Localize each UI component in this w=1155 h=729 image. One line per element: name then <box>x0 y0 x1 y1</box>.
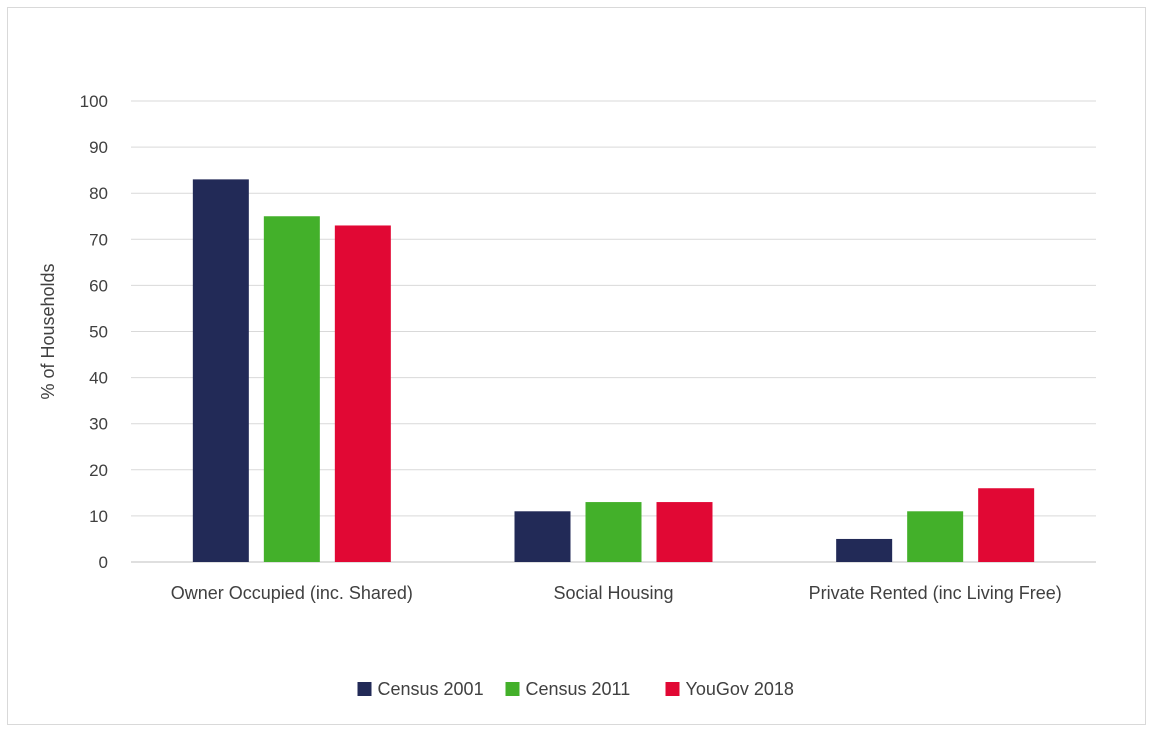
legend-label: YouGov 2018 <box>686 679 794 699</box>
bar-census-2001-2 <box>836 538 893 562</box>
x-category-label: Owner Occupied (inc. Shared) <box>171 583 413 603</box>
legend: Census 2001 Census 2011 YouGov 2018 <box>357 679 794 699</box>
y-tick-label: 30 <box>89 415 108 434</box>
x-category-label: Private Rented (inc Living Free) <box>809 583 1062 603</box>
legend-swatch <box>357 682 372 696</box>
bar-census-2001-1 <box>514 511 571 562</box>
y-tick-label: 100 <box>80 92 108 111</box>
y-tick-label: 50 <box>89 323 108 342</box>
y-tick-label: 90 <box>89 138 108 157</box>
bars <box>192 179 1035 562</box>
bar-census-2011-0 <box>263 216 320 562</box>
legend-swatch <box>505 682 520 696</box>
bar-yougov-2018-2 <box>978 488 1035 562</box>
legend-swatch <box>665 682 680 696</box>
legend-label: Census 2001 <box>378 679 484 699</box>
legend-label: Census 2011 <box>526 679 631 699</box>
bar-census-2011-2 <box>907 511 964 562</box>
x-axis-categories: Owner Occupied (inc. Shared) Social Housi… <box>171 583 1062 603</box>
bar-yougov-2018-1 <box>656 502 713 562</box>
y-tick-label: 20 <box>89 461 108 480</box>
bar-census-2001-0 <box>192 179 249 562</box>
y-tick-label: 80 <box>89 184 108 203</box>
bar-yougov-2018-0 <box>334 225 391 562</box>
y-axis-ticks: 0 10 20 30 40 50 60 70 80 90 100 <box>80 92 108 572</box>
y-tick-label: 60 <box>89 276 108 295</box>
y-tick-label: 70 <box>89 230 108 249</box>
x-category-label: Social Housing <box>553 583 673 603</box>
y-axis-title: % of Households <box>38 263 58 399</box>
y-tick-label: 0 <box>99 553 108 572</box>
y-tick-label: 40 <box>89 369 108 388</box>
bar-census-2011-1 <box>585 502 642 562</box>
y-tick-label: 10 <box>89 507 108 526</box>
bar-chart: 0 10 20 30 40 50 60 70 80 90 100 Owner Occupied (i… <box>38 92 1096 699</box>
chart-frame: 0 10 20 30 40 50 60 70 80 90 100 Owner Occupied (i… <box>7 7 1146 725</box>
